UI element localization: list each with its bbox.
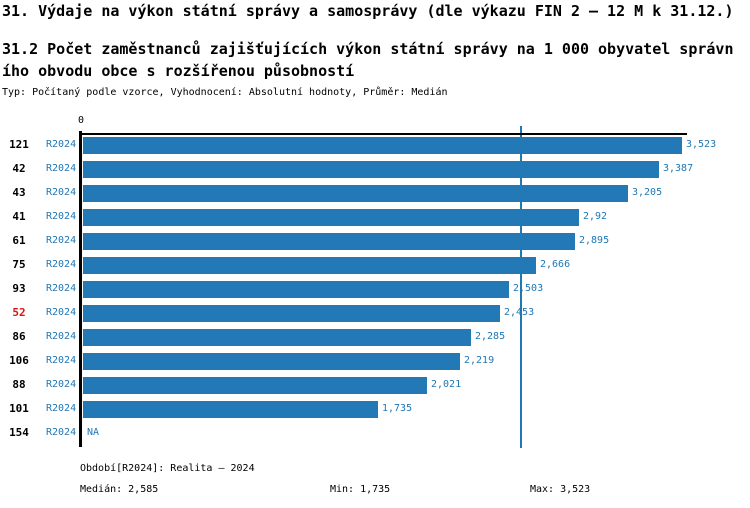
chart-row: 93 R2024 2,503 [0,277,750,301]
bar[interactable] [83,209,579,226]
indicator-title-line2: ího obvodu obce s rozšířenou působností [2,62,355,80]
row-period-label: R2024 [46,211,77,222]
bar-value-label: 2,219 [464,355,495,366]
row-rank-label: 52 [12,306,26,319]
bar-value-label: 2,285 [475,331,506,342]
chart-row: 106 R2024 2,219 [0,349,750,373]
axis-zero-label: 0 [77,115,85,126]
x-axis-line [79,133,687,135]
footer-period-info: Období[R2024]: Realita – 2024 [80,463,255,474]
bar-value-label: 1,735 [382,403,413,414]
row-period-label: R2024 [46,139,77,150]
row-rank-label: 93 [12,282,26,295]
bar[interactable] [83,257,536,274]
row-rank-label: 75 [12,258,26,271]
bar-value-label: 2,895 [579,235,610,246]
chart-row: 86 R2024 2,285 [0,325,750,349]
bar-value-label: 2,453 [504,307,535,318]
indicator-title: 31.2 Počet zaměstnanců zajišťujících výk… [2,38,734,82]
bar-value-label: 2,92 [583,211,608,222]
chart-row: 41 R2024 2,92 [0,205,750,229]
chart-row: 42 R2024 3,387 [0,157,750,181]
bar[interactable] [83,329,471,346]
bar-value-label: 2,503 [513,283,544,294]
row-period-label: R2024 [46,331,77,342]
footer-min: Min: 1,735 [330,484,391,495]
chart-row: 75 R2024 2,666 [0,253,750,277]
bar[interactable] [83,305,500,322]
bar[interactable] [83,377,427,394]
row-period-label: R2024 [46,355,77,366]
row-rank-label: 121 [9,138,29,151]
row-rank-label: 42 [12,162,26,175]
row-rank-label: 86 [12,330,26,343]
indicator-meta: Typ: Počítaný podle vzorce, Vyhodnocení:… [2,87,448,98]
page-title: 31. Výdaje na výkon státní správy a samo… [2,2,734,20]
footer-max: Max: 3,523 [530,484,591,495]
bar-value-label: 2,021 [431,379,462,390]
y-axis-line [79,131,82,447]
row-rank-label: 154 [9,426,29,439]
row-period-label: R2024 [46,163,77,174]
bar[interactable] [83,233,575,250]
row-period-label: R2024 [46,259,77,270]
row-period-label: R2024 [46,283,77,294]
bar[interactable] [83,137,682,154]
row-period-label: R2024 [46,235,77,246]
chart-row: 121 R2024 3,523 [0,133,750,157]
chart-row: 101 R2024 1,735 [0,397,750,421]
chart-row: 154 R2024 NA [0,421,750,445]
median-line [520,126,522,448]
row-period-label: R2024 [46,403,77,414]
bar-value-label: NA [87,427,100,438]
bar[interactable] [83,401,378,418]
bar-value-label: 3,523 [686,139,717,150]
row-rank-label: 43 [12,186,26,199]
bar[interactable] [83,161,659,178]
row-period-label: R2024 [46,427,77,438]
row-period-label: R2024 [46,187,77,198]
footer-median: Medián: 2,585 [80,484,159,495]
row-rank-label: 101 [9,402,29,415]
chart-row: 61 R2024 2,895 [0,229,750,253]
bar-value-label: 2,666 [540,259,571,270]
chart-row: 52 R2024 2,453 [0,301,750,325]
chart-row: 88 R2024 2,021 [0,373,750,397]
bar[interactable] [83,281,509,298]
row-period-label: R2024 [46,307,77,318]
bar-value-label: 3,387 [663,163,694,174]
bar[interactable] [83,353,460,370]
indicator-title-line1: 31.2 Počet zaměstnanců zajišťujících výk… [2,40,734,58]
bar[interactable] [83,185,628,202]
row-period-label: R2024 [46,379,77,390]
row-rank-label: 61 [12,234,26,247]
row-rank-label: 41 [12,210,26,223]
chart-row: 43 R2024 3,205 [0,181,750,205]
bar-value-label: 3,205 [632,187,663,198]
row-rank-label: 106 [9,354,29,367]
row-rank-label: 88 [12,378,26,391]
